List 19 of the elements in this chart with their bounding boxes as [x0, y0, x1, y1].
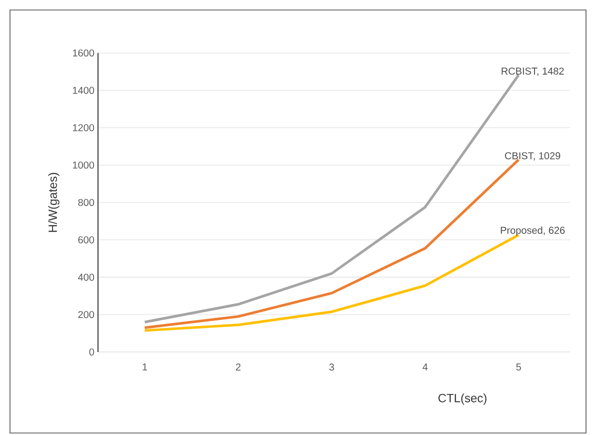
y-tick-label: 200 [78, 311, 94, 318]
y-tick-label: 0 [89, 348, 94, 356]
x-tick-label: 4 [422, 364, 428, 370]
y-tick-label: 1200 [72, 124, 94, 132]
x-tick-label: 3 [329, 364, 334, 371]
annotation: CBIST, 1029 [505, 152, 560, 160]
y-tick-label: 1000 [72, 162, 94, 169]
y-tick-label: 1600 [72, 49, 94, 57]
annotation: Proposed, 626 [500, 226, 565, 236]
y-tick-label: 1400 [72, 86, 94, 94]
x-tick-label: 5 [516, 364, 521, 370]
x-tick-label: 2 [236, 364, 240, 370]
x-axis-title: CTL(sec) [438, 394, 486, 405]
annotation: RCBIST, 1482 [502, 68, 564, 76]
y-tick-label: 400 [78, 274, 94, 281]
y-tick-label: 600 [78, 236, 94, 244]
x-tick-label: 1 [142, 364, 148, 370]
y-tick-label: 800 [78, 198, 94, 206]
y-axis-title: H/W(gates) [48, 172, 60, 232]
